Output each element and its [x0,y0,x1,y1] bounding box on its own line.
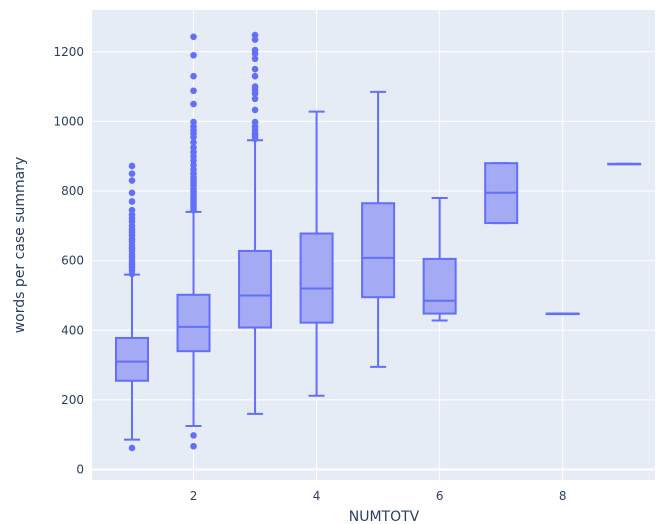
outlier-point [251,106,259,114]
outlier-point [251,118,259,126]
y-tick-label: 600 [61,254,84,268]
outlier-point [190,144,197,151]
outlier-point [190,123,197,130]
outlier-point [251,83,259,90]
box-group [484,162,519,225]
boxes-layer [114,31,642,452]
box-iqr [176,293,211,353]
box-group [545,312,580,316]
outlier-point [128,162,136,170]
y-axis-ticks: 0 200 400 600 800 1000 1200 [53,45,84,477]
x-tick-label: 2 [190,489,198,503]
box-group [422,197,457,322]
y-tick-label: 800 [61,184,84,198]
box-group [114,162,149,452]
x-tick-label: 8 [559,489,567,503]
outlier-point [251,123,259,130]
box-iqr [238,249,273,329]
outlier-point [128,444,136,452]
outlier-point [128,206,136,214]
box-group [607,162,642,166]
outlier-point [190,138,197,146]
outlier-point [251,36,259,43]
box-iqr [114,336,149,382]
y-tick-label: 200 [61,393,84,407]
outlier-point [128,189,136,197]
outlier-point [190,72,197,80]
outlier-point [190,100,197,108]
outlier-point [251,95,259,103]
outlier-point [251,65,259,73]
box-group [238,31,273,415]
outlier-point [128,177,136,184]
y-tick-label: 1200 [53,45,84,59]
outlier-point [128,211,136,219]
y-tick-label: 1000 [53,114,84,128]
box-iqr [299,232,334,324]
outlier-point [251,55,259,63]
outlier-point [190,432,197,439]
outlier-point [251,46,259,54]
outlier-point [190,51,197,59]
y-tick-label: 400 [61,323,84,337]
box-group [361,90,396,368]
box-group [176,33,211,450]
outlier-point [190,87,197,95]
outlier-point [128,170,136,177]
outlier-point [128,198,136,205]
outlier-point [190,33,197,41]
y-tick-label: 0 [76,463,84,477]
outlier-point [190,442,197,450]
outlier-point [251,72,259,80]
outlier-point [190,166,197,173]
outlier-point [190,161,197,169]
x-axis-title: NUMTOTV [349,509,420,524]
box-iqr [361,202,396,299]
y-axis-title: words per case summary [12,157,28,334]
outlier-point [190,148,197,156]
box-iqr [422,257,457,315]
x-tick-label: 6 [436,489,444,503]
outlier-point [190,118,197,126]
x-axis-ticks: 2 4 6 8 [190,489,567,503]
outlier-point [251,31,259,39]
box-group [299,110,334,397]
x-tick-label: 4 [313,489,321,503]
